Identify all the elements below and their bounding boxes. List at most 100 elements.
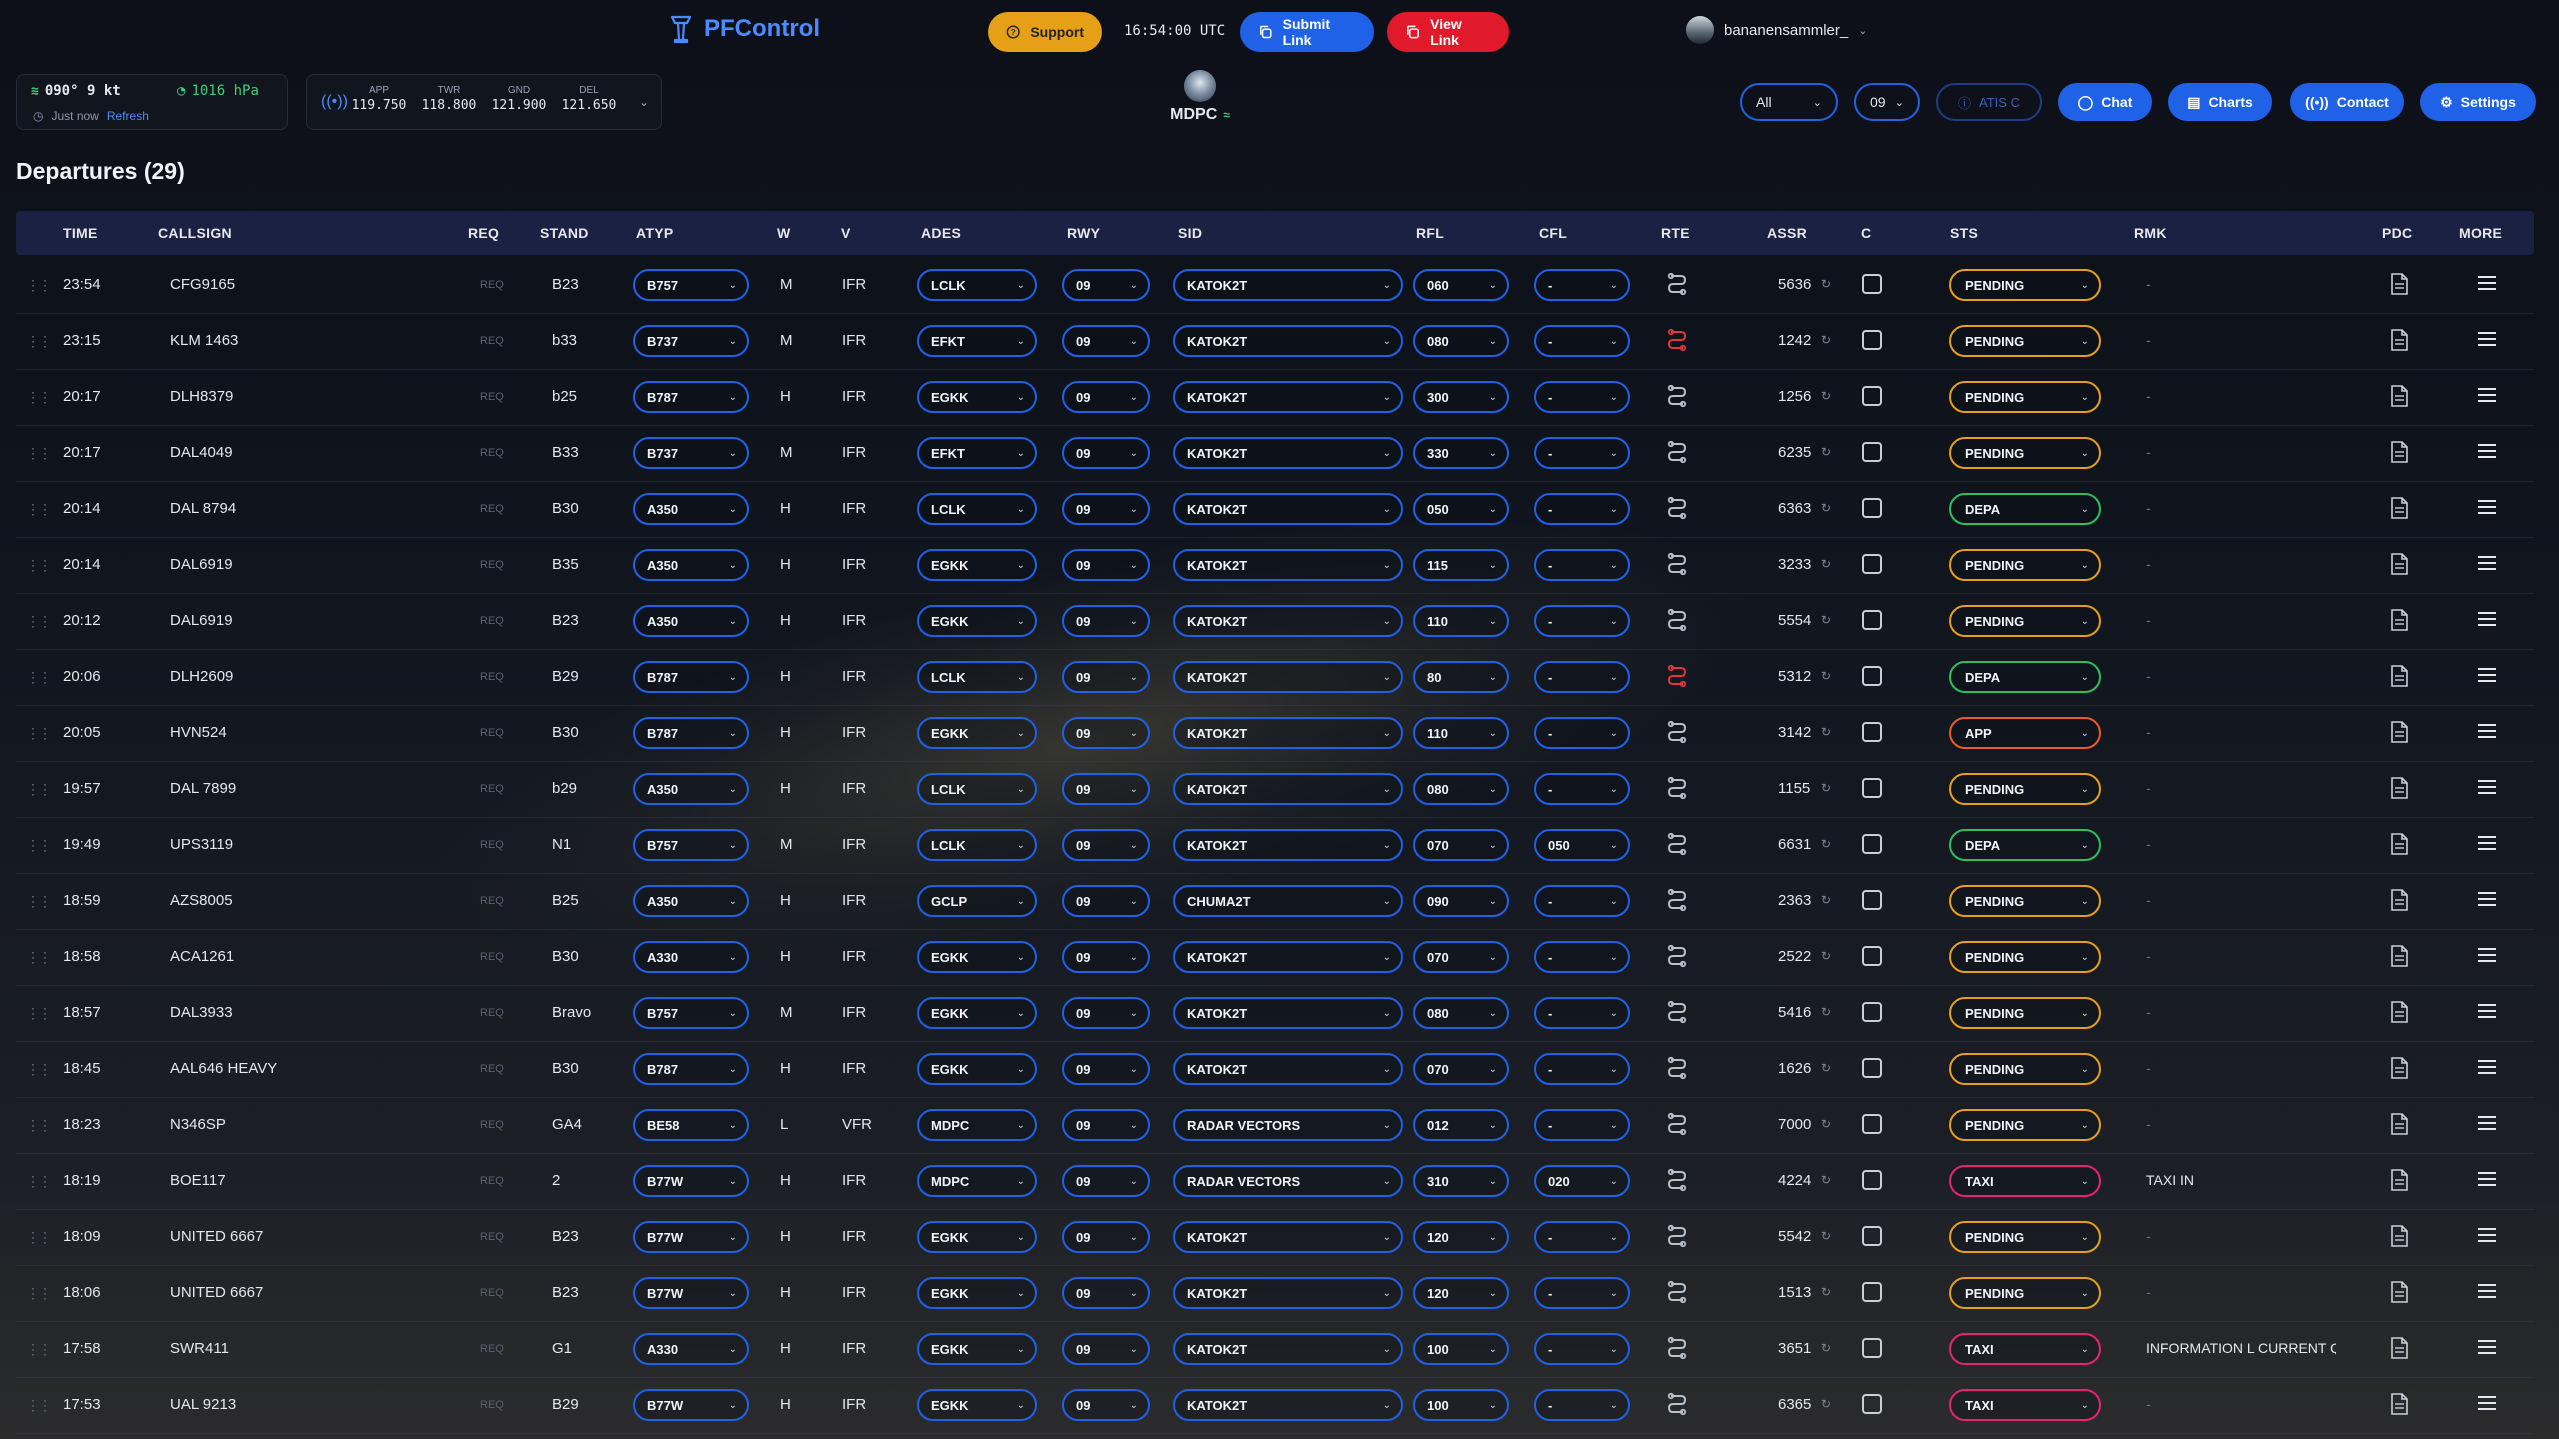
status-select[interactable]: TAXI ⌄ (1949, 1165, 2101, 1197)
route-icon[interactable] (1666, 664, 1688, 688)
sid-select[interactable]: KATOK2T ⌄ (1173, 1389, 1403, 1421)
req-badge[interactable]: REQ (480, 503, 504, 515)
refresh-icon[interactable]: ↻ (1821, 1117, 1832, 1131)
pdc-document-icon[interactable] (2389, 496, 2409, 520)
clearance-checkbox[interactable] (1862, 1282, 1882, 1302)
app-logo[interactable]: PFControl (668, 14, 820, 44)
aircraft-type-select[interactable]: B787 ⌄ (633, 661, 749, 693)
rfl-select[interactable]: 060 ⌄ (1413, 269, 1509, 301)
route-icon[interactable] (1666, 720, 1688, 744)
status-select[interactable]: DEPA ⌄ (1949, 829, 2101, 861)
menu-icon[interactable] (2476, 496, 2498, 518)
menu-icon[interactable] (2476, 944, 2498, 966)
clearance-checkbox[interactable] (1862, 554, 1882, 574)
user-menu[interactable]: bananensammler_ ⌄ (1686, 16, 1867, 44)
drag-handle-icon[interactable]: ⋮⋮ (26, 501, 52, 517)
aircraft-type-select[interactable]: BE58 ⌄ (633, 1109, 749, 1141)
drag-handle-icon[interactable]: ⋮⋮ (26, 1117, 52, 1133)
settings-button[interactable]: ⚙ Settings (2420, 83, 2536, 121)
refresh-icon[interactable]: ↻ (1821, 781, 1832, 795)
clearance-checkbox[interactable] (1862, 1170, 1882, 1190)
rfl-select[interactable]: 100 ⌄ (1413, 1333, 1509, 1365)
runway-select[interactable]: 09 ⌄ (1062, 1333, 1150, 1365)
destination-select[interactable]: EGKK ⌄ (917, 1277, 1037, 1309)
menu-icon[interactable] (2476, 1224, 2498, 1246)
drag-handle-icon[interactable]: ⋮⋮ (26, 1229, 52, 1245)
rfl-select[interactable]: 330 ⌄ (1413, 437, 1509, 469)
route-icon[interactable] (1666, 1336, 1688, 1360)
req-badge[interactable]: REQ (480, 335, 504, 347)
runway-select[interactable]: 09 ⌄ (1062, 661, 1150, 693)
menu-icon[interactable] (2476, 1280, 2498, 1302)
sid-select[interactable]: KATOK2T ⌄ (1173, 1053, 1403, 1085)
pdc-document-icon[interactable] (2389, 1000, 2409, 1024)
menu-icon[interactable] (2476, 1168, 2498, 1190)
req-badge[interactable]: REQ (480, 1175, 504, 1187)
pdc-document-icon[interactable] (2389, 832, 2409, 856)
refresh-icon[interactable]: ↻ (1821, 1061, 1832, 1075)
aircraft-type-select[interactable]: A350 ⌄ (633, 605, 749, 637)
status-select[interactable]: PENDING ⌄ (1949, 269, 2101, 301)
cfl-select[interactable]: - ⌄ (1534, 1389, 1630, 1421)
cfl-select[interactable]: - ⌄ (1534, 1277, 1630, 1309)
req-badge[interactable]: REQ (480, 1231, 504, 1243)
destination-select[interactable]: EGKK ⌄ (917, 1333, 1037, 1365)
sid-select[interactable]: KATOK2T ⌄ (1173, 1221, 1403, 1253)
atis-button[interactable]: ⓘ ATIS C (1936, 83, 2042, 121)
refresh-icon[interactable]: ↻ (1821, 949, 1832, 963)
rfl-select[interactable]: 115 ⌄ (1413, 549, 1509, 581)
runway-select[interactable]: 09 ⌄ (1062, 1165, 1150, 1197)
destination-select[interactable]: EGKK ⌄ (917, 1389, 1037, 1421)
refresh-icon[interactable]: ↻ (1821, 1285, 1832, 1299)
sid-select[interactable]: KATOK2T ⌄ (1173, 829, 1403, 861)
rfl-select[interactable]: 080 ⌄ (1413, 773, 1509, 805)
route-icon[interactable] (1666, 1168, 1688, 1192)
refresh-icon[interactable]: ↻ (1821, 501, 1832, 515)
rfl-select[interactable]: 080 ⌄ (1413, 997, 1509, 1029)
drag-handle-icon[interactable]: ⋮⋮ (26, 389, 52, 405)
cfl-select[interactable]: 050 ⌄ (1534, 829, 1630, 861)
runway-select[interactable]: 09 ⌄ (1062, 885, 1150, 917)
drag-handle-icon[interactable]: ⋮⋮ (26, 333, 52, 349)
cfl-select[interactable]: - ⌄ (1534, 549, 1630, 581)
cfl-select[interactable]: - ⌄ (1534, 269, 1630, 301)
status-select[interactable]: PENDING ⌄ (1949, 381, 2101, 413)
req-badge[interactable]: REQ (480, 1063, 504, 1075)
menu-icon[interactable] (2476, 272, 2498, 294)
refresh-icon[interactable]: ↻ (1821, 1005, 1832, 1019)
sid-select[interactable]: KATOK2T ⌄ (1173, 1277, 1403, 1309)
status-select[interactable]: DEPA ⌄ (1949, 493, 2101, 525)
destination-select[interactable]: LCLK ⌄ (917, 493, 1037, 525)
clearance-checkbox[interactable] (1862, 666, 1882, 686)
rfl-select[interactable]: 070 ⌄ (1413, 1053, 1509, 1085)
destination-select[interactable]: LCLK ⌄ (917, 829, 1037, 861)
route-icon[interactable] (1666, 944, 1688, 968)
aircraft-type-select[interactable]: B757 ⌄ (633, 269, 749, 301)
sid-select[interactable]: KATOK2T ⌄ (1173, 325, 1403, 357)
clearance-checkbox[interactable] (1862, 498, 1882, 518)
runway-select[interactable]: 09 ⌄ (1062, 325, 1150, 357)
drag-handle-icon[interactable]: ⋮⋮ (26, 837, 52, 853)
pdc-document-icon[interactable] (2389, 944, 2409, 968)
route-icon[interactable] (1666, 1280, 1688, 1304)
menu-icon[interactable] (2476, 608, 2498, 630)
aircraft-type-select[interactable]: A350 ⌄ (633, 549, 749, 581)
route-icon[interactable] (1666, 1056, 1688, 1080)
clearance-checkbox[interactable] (1862, 1058, 1882, 1078)
drag-handle-icon[interactable]: ⋮⋮ (26, 1341, 52, 1357)
runway-select[interactable]: 09 ⌄ (1062, 605, 1150, 637)
pdc-document-icon[interactable] (2389, 664, 2409, 688)
sid-select[interactable]: KATOK2T ⌄ (1173, 997, 1403, 1029)
route-icon[interactable] (1666, 1224, 1688, 1248)
route-icon[interactable] (1666, 272, 1688, 296)
runway-select[interactable]: 09 ⌄ (1854, 83, 1920, 121)
refresh-icon[interactable]: ↻ (1821, 837, 1832, 851)
menu-icon[interactable] (2476, 1056, 2498, 1078)
aircraft-type-select[interactable]: B77W ⌄ (633, 1277, 749, 1309)
status-select[interactable]: PENDING ⌄ (1949, 1277, 2101, 1309)
sid-select[interactable]: CHUMA2T ⌄ (1173, 885, 1403, 917)
chat-button[interactable]: ◯ Chat (2058, 83, 2152, 121)
aircraft-type-select[interactable]: A350 ⌄ (633, 885, 749, 917)
req-badge[interactable]: REQ (480, 279, 504, 291)
cell-remark[interactable]: - (2146, 388, 2151, 404)
